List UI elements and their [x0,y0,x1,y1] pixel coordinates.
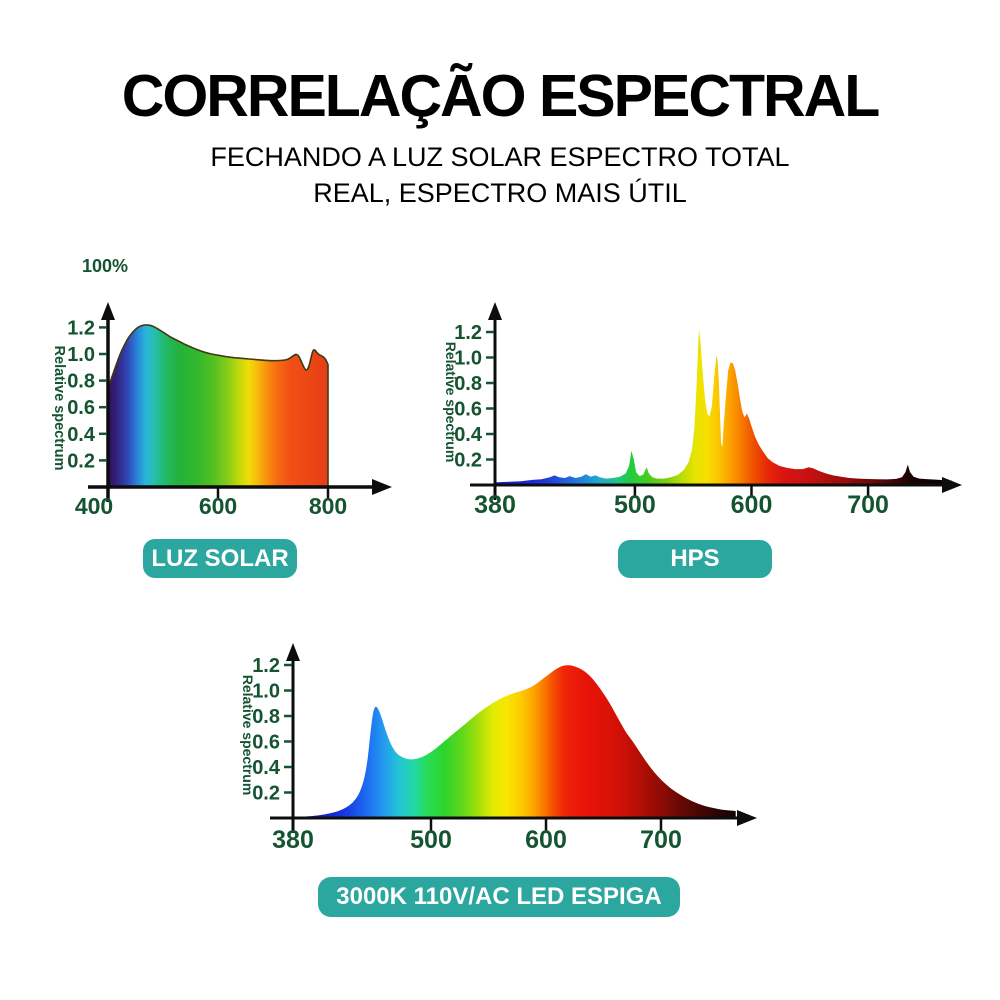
y-tick-label: 0.4 [454,424,483,446]
y-tick-label: 0.8 [252,706,280,728]
y-axis-title: Relative spectrum [51,346,67,471]
x-tick-label: 600 [199,493,237,519]
y-axis-title: Relative spectrum [240,675,256,796]
y-axis-arrow-icon [488,302,502,320]
badge-hps: HPS [618,540,772,578]
hps-spectrum-area [495,329,953,485]
y-tick-label: 0.6 [67,397,95,419]
y-tick-label: 0.4 [67,424,96,446]
y-tick-label: 1.0 [454,348,482,370]
chart-led-espiga: 0.2 0.4 0.6 0.8 1.0 1.2 380 500 600 700 Relative s… [225,635,770,865]
y-axis-arrow-icon [286,643,300,661]
chart-hps: 0.2 0.4 0.6 0.8 1.0 1.2 380 500 600 700 Relative s… [430,290,975,520]
hps-spectrum-plot: 0.2 0.4 0.6 0.8 1.0 1.2 380 500 600 700 Relative s… [443,302,962,519]
corner-label-100-percent: 100% [82,256,128,276]
x-tick-label: 700 [640,826,682,854]
y-tick-label: 0.2 [252,783,280,805]
x-tick-label: 800 [309,493,347,519]
led-spectrum-area [293,665,736,818]
y-tick-label: 0.8 [454,373,482,395]
y-axis-arrow-icon [101,302,115,320]
x-tick-label: 600 [525,826,567,854]
y-tick-label: 1.2 [67,317,95,339]
led-spectrum-plot: 0.2 0.4 0.6 0.8 1.0 1.2 380 500 600 700 Relative s… [240,643,757,854]
page-subtitle-line1: FECHANDO A LUZ SOLAR ESPECTRO TOTAL [210,142,790,172]
badge-luz-solar: LUZ SOLAR [143,539,297,578]
badge-led-espiga: 3000K 110V/AC LED ESPIGA [318,877,680,917]
y-tick-label: 1.0 [67,344,95,366]
x-tick-label: 380 [272,826,314,854]
x-axis-arrow-icon [942,477,962,493]
y-tick-label: 0.6 [252,732,280,754]
y-axis-title: Relative spectrum [443,342,459,463]
y-tick-label: 0.6 [454,399,482,421]
y-tick-label: 0.2 [67,450,95,472]
x-tick-label: 400 [75,493,113,519]
x-tick-label: 700 [847,491,889,519]
y-tick-label: 1.2 [454,322,482,344]
chart-luz-solar: 0.2 0.4 0.6 0.8 1.0 1.2 400 600 800 Relative spec… [30,240,410,520]
page-title: CORRELAÇÃO ESPECTRAL [121,63,881,129]
luz-solar-spectrum-plot: 0.2 0.4 0.6 0.8 1.0 1.2 400 600 800 Relative spec… [51,256,392,519]
y-tick-label: 0.2 [454,450,482,472]
page-subtitle-line2: REAL, ESPECTRO MAIS ÚTIL [313,178,687,208]
x-tick-label: 600 [731,491,773,519]
x-tick-label: 380 [474,491,516,519]
y-tick-label: 1.0 [252,681,280,703]
sun-spectrum-area [107,324,329,488]
x-axis-arrow-icon [737,810,757,826]
x-axis-arrow-icon [372,479,392,495]
y-tick-label: 0.8 [67,371,95,393]
x-tick-label: 500 [614,491,656,519]
y-tick-label: 0.4 [252,757,281,779]
y-tick-label: 1.2 [252,655,280,677]
x-tick-label: 500 [410,826,452,854]
